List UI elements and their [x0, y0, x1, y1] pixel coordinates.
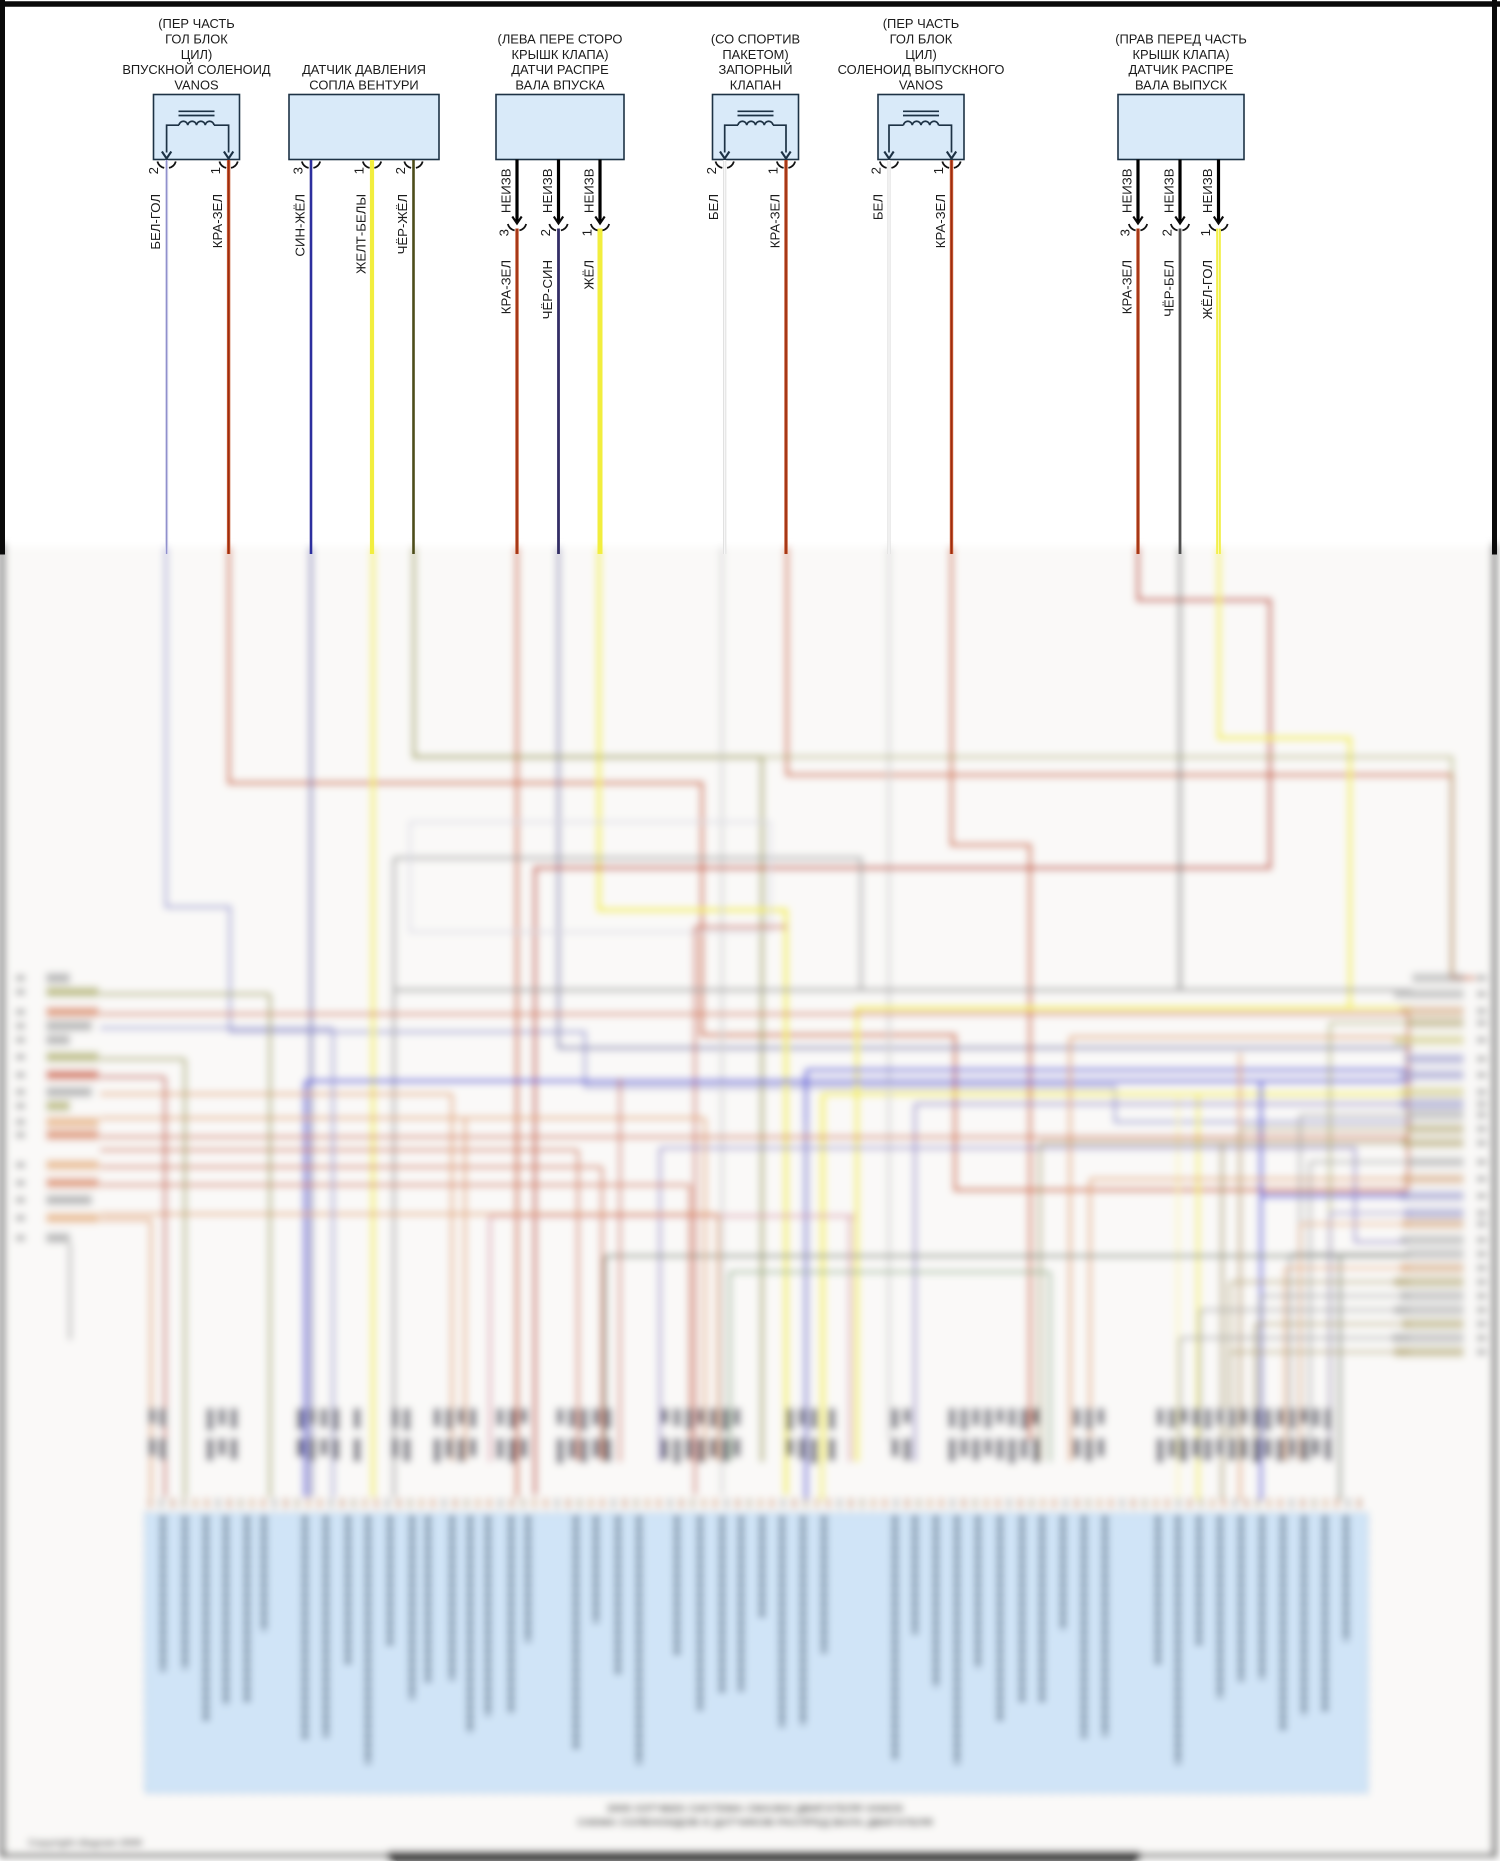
svg-text:КРА-ЗЕЛ: КРА-ЗЕЛ	[933, 194, 948, 248]
svg-text:2: 2	[538, 229, 553, 236]
svg-text:НЕИЗВ: НЕИЗВ	[1162, 168, 1177, 213]
svg-text:2: 2	[1160, 229, 1175, 236]
svg-text:СОПЛА ВЕНТУРИ: СОПЛА ВЕНТУРИ	[309, 78, 418, 93]
svg-text:ВАЛА ВПУСКА: ВАЛА ВПУСКА	[515, 78, 605, 93]
svg-text:ГОЛ БЛОК: ГОЛ БЛОК	[890, 31, 953, 46]
svg-text:1: 1	[208, 167, 223, 174]
svg-text:БЕЛ: БЕЛ	[706, 194, 721, 220]
svg-text:ЧЁР-ЖЁЛ: ЧЁР-ЖЁЛ	[395, 194, 410, 254]
svg-text:ДАТЧИ РАСПРЕ: ДАТЧИ РАСПРЕ	[511, 62, 609, 77]
svg-text:2: 2	[704, 167, 719, 174]
svg-text:2: 2	[393, 167, 408, 174]
svg-text:КРА-ЗЕЛ: КРА-ЗЕЛ	[768, 194, 783, 248]
svg-text:ЖЕЛТ-БЕЛЫ: ЖЕЛТ-БЕЛЫ	[354, 194, 369, 274]
svg-text:1: 1	[580, 229, 595, 236]
svg-text:СИН-ЖЁЛ: СИН-ЖЁЛ	[293, 194, 308, 257]
svg-text:НЕИЗВ: НЕИЗВ	[1200, 168, 1215, 213]
svg-text:(СО СПОРТИВ: (СО СПОРТИВ	[711, 31, 800, 46]
svg-text:ПАКЕТОМ): ПАКЕТОМ)	[722, 47, 788, 62]
svg-text:1: 1	[931, 167, 946, 174]
svg-text:КРА-ЗЕЛ: КРА-ЗЕЛ	[499, 260, 514, 314]
svg-text:3: 3	[291, 167, 306, 174]
svg-text:КРА-ЗЕЛ: КРА-ЗЕЛ	[210, 194, 225, 248]
svg-text:3: 3	[497, 229, 512, 236]
svg-text:1: 1	[352, 167, 367, 174]
svg-text:НЕИЗВ: НЕИЗВ	[1120, 168, 1135, 213]
svg-text:ГОЛ БЛОК: ГОЛ БЛОК	[165, 31, 228, 46]
svg-text:НЕИЗВ: НЕИЗВ	[499, 168, 514, 213]
svg-text:2: 2	[869, 167, 884, 174]
svg-text:ЖЁЛ-ГОЛ: ЖЁЛ-ГОЛ	[1200, 260, 1215, 319]
svg-text:2: 2	[146, 167, 161, 174]
svg-text:КЛАПАН: КЛАПАН	[730, 78, 782, 93]
svg-text:СХЕМА СОЛЕНОИДОВ И ДАТЧИКОВ РА: СХЕМА СОЛЕНОИДОВ И ДАТЧИКОВ РАСПРЕД ВАЛА…	[577, 1817, 933, 1829]
svg-text:VANOS: VANOS	[899, 78, 943, 93]
svg-text:2009 ХЭТЧБЕК СИСТЕМА СМАЗКИ ДВ: 2009 ХЭТЧБЕК СИСТЕМА СМАЗКИ ДВИГАТЕЛЯ VA…	[607, 1803, 904, 1815]
svg-text:БЕЛ: БЕЛ	[871, 194, 886, 220]
svg-text:БЕЛ-ГОЛ: БЕЛ-ГОЛ	[148, 194, 163, 250]
svg-text:НЕИЗВ: НЕИЗВ	[540, 168, 555, 213]
svg-text:ЗАПОРНЫЙ: ЗАПОРНЫЙ	[718, 62, 792, 77]
svg-text:ЦИЛ): ЦИЛ)	[181, 47, 213, 62]
svg-text:(ПРАВ ПЕРЕД ЧАСТЬ: (ПРАВ ПЕРЕД ЧАСТЬ	[1115, 31, 1247, 46]
svg-text:Copyright diagram 2009: Copyright diagram 2009	[28, 1838, 142, 1849]
svg-text:1: 1	[1198, 229, 1213, 236]
svg-text:(ПЕР ЧАСТЬ: (ПЕР ЧАСТЬ	[883, 16, 959, 31]
svg-text:ЧЁР-БЕЛ: ЧЁР-БЕЛ	[1162, 260, 1177, 317]
svg-text:ВАЛА ВЫПУСК: ВАЛА ВЫПУСК	[1135, 78, 1227, 93]
svg-text:3: 3	[1118, 229, 1133, 236]
svg-text:СОЛЕНОИД ВЫПУСКНОГО: СОЛЕНОИД ВЫПУСКНОГО	[838, 62, 1005, 77]
svg-text:КРА-ЗЕЛ: КРА-ЗЕЛ	[1120, 260, 1135, 314]
svg-text:ЦИЛ): ЦИЛ)	[905, 47, 937, 62]
svg-text:ДАТЧИК ДАВЛЕНИЯ: ДАТЧИК ДАВЛЕНИЯ	[302, 62, 426, 77]
svg-text:ДАТЧИК РАСПРЕ: ДАТЧИК РАСПРЕ	[1129, 62, 1234, 77]
svg-text:КРЫШК КЛАПА): КРЫШК КЛАПА)	[1132, 47, 1229, 62]
svg-text:(ЛЕВА ПЕРЕ СТОРО: (ЛЕВА ПЕРЕ СТОРО	[498, 31, 623, 46]
svg-text:ЖЁЛ: ЖЁЛ	[582, 260, 597, 290]
svg-text:(ПЕР ЧАСТЬ: (ПЕР ЧАСТЬ	[158, 16, 234, 31]
svg-text:КРЫШК КЛАПА): КРЫШК КЛАПА)	[511, 47, 608, 62]
svg-text:ЧЁР-СИН: ЧЁР-СИН	[540, 260, 555, 319]
svg-text:ВПУСКНОЙ СОЛЕНОИД: ВПУСКНОЙ СОЛЕНОИД	[122, 62, 271, 77]
svg-text:VANOS: VANOS	[174, 78, 218, 93]
svg-text:1: 1	[766, 167, 781, 174]
svg-text:НЕИЗВ: НЕИЗВ	[582, 168, 597, 213]
